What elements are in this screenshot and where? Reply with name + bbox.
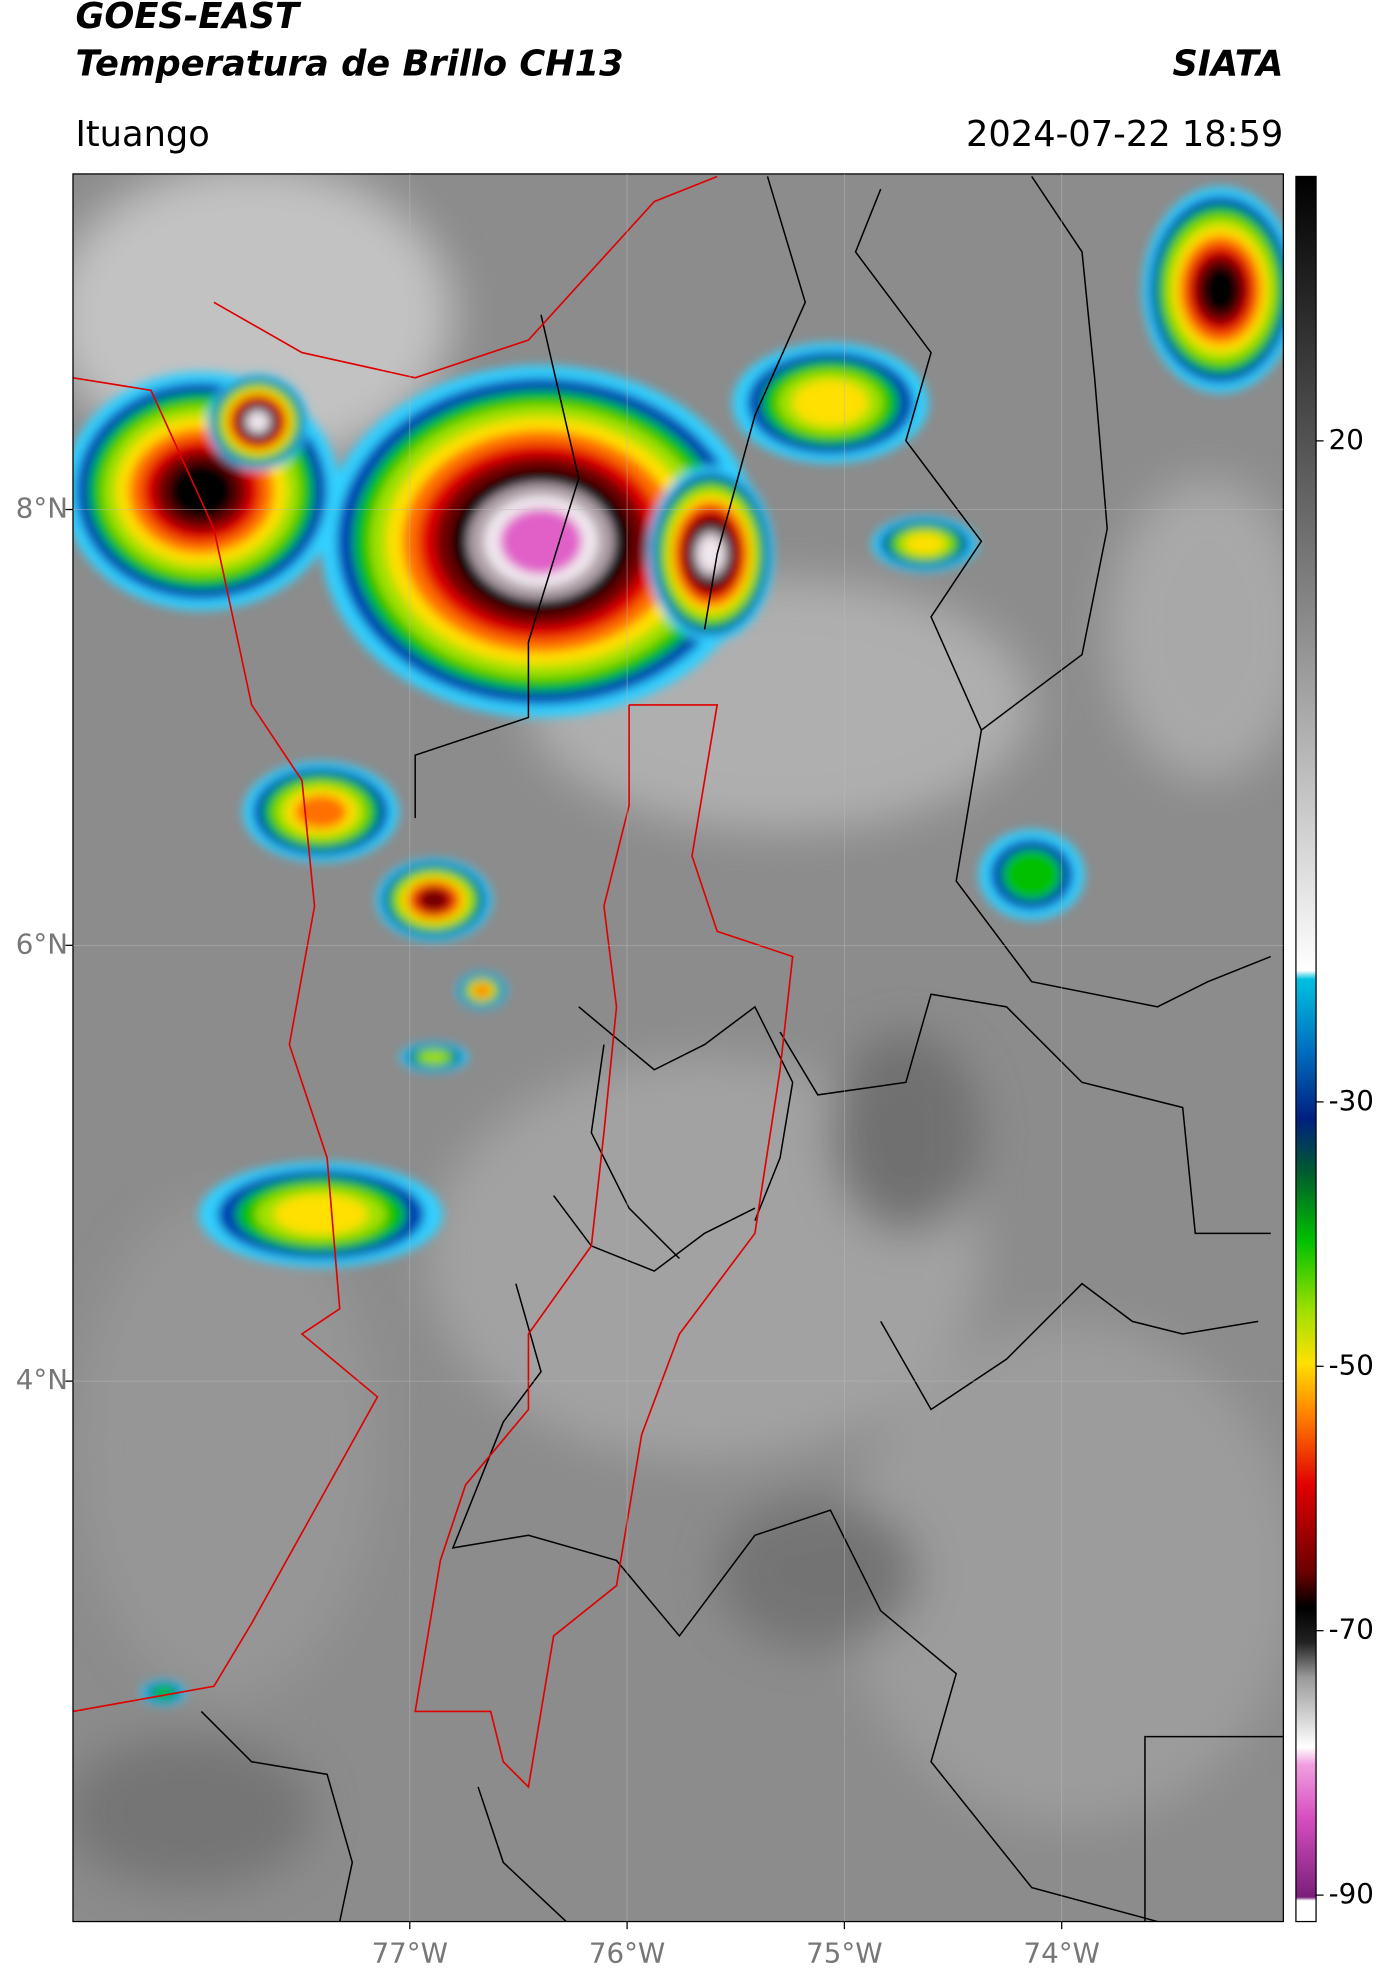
colorbar-tick-label: -50: [1329, 1348, 1374, 1381]
x-tick-label: 77°W: [372, 1936, 448, 1969]
cloud-top-level: [1002, 849, 1062, 900]
y-tick-label: 8°N: [16, 492, 68, 525]
satellite-title: GOES-EAST: [75, 0, 302, 37]
cloud-top-level: [473, 984, 491, 997]
y-tick-label: 6°N: [16, 927, 68, 960]
cloud-top-level: [418, 888, 450, 911]
x-tick-label: 74°W: [1023, 1936, 1099, 1969]
cloud-top-level: [273, 1194, 368, 1235]
colorbar-tick-label: -30: [1329, 1084, 1374, 1117]
cloud-top-level: [500, 508, 582, 574]
cloud-top-level: [294, 795, 347, 829]
cloud-top-level: [698, 536, 724, 572]
cloud-top-level: [1201, 265, 1240, 315]
product-title: Temperatura de Brillo CH13: [75, 44, 623, 85]
map-frame: [72, 173, 1284, 1923]
location: Ituango: [75, 114, 209, 155]
source: SIATA: [1172, 44, 1283, 85]
colorbar-tick-label: 20: [1329, 423, 1364, 456]
cloud-top-level: [792, 379, 869, 427]
x-tick-label: 76°W: [589, 1936, 665, 1969]
colorbar-tick-label: -90: [1329, 1877, 1374, 1910]
colorbar: [1295, 175, 1317, 1923]
x-tick-label: 75°W: [806, 1936, 882, 1969]
map-imagery: [72, 173, 1284, 1922]
colorbar-tick-label: -70: [1329, 1613, 1374, 1646]
y-tick-label: 4°N: [16, 1363, 68, 1396]
datetime: 2024-07-22 18:59: [966, 114, 1283, 155]
cloud-top-level: [904, 533, 946, 555]
cloud-top-level: [168, 462, 235, 520]
cloud-top-level: [418, 1050, 450, 1065]
cloud-top-level: [247, 412, 268, 432]
